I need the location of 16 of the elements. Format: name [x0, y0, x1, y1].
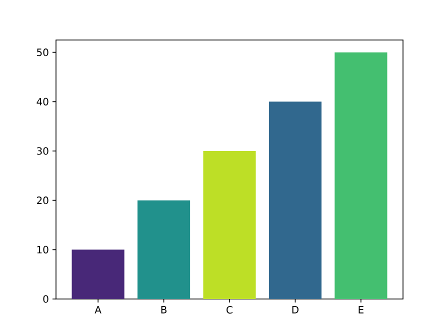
bar	[203, 151, 256, 299]
x-tick-label: E	[358, 306, 364, 314]
y-tick-label: 0	[43, 295, 48, 303]
y-tick-label: 50	[37, 48, 48, 56]
y-tick-label: 20	[36, 196, 48, 204]
y-tick-label: 10	[37, 246, 48, 254]
bar	[72, 250, 124, 299]
x-tick-label: C	[226, 306, 232, 314]
x-tick-label: D	[292, 306, 298, 314]
y-tick-label: 40	[36, 98, 48, 106]
bar	[268, 102, 322, 299]
x-tick-label: A	[94, 306, 102, 314]
bar	[334, 52, 388, 299]
y-tick-label: 30	[37, 147, 48, 155]
x-tick-label: B	[161, 306, 167, 314]
bar	[137, 200, 190, 299]
